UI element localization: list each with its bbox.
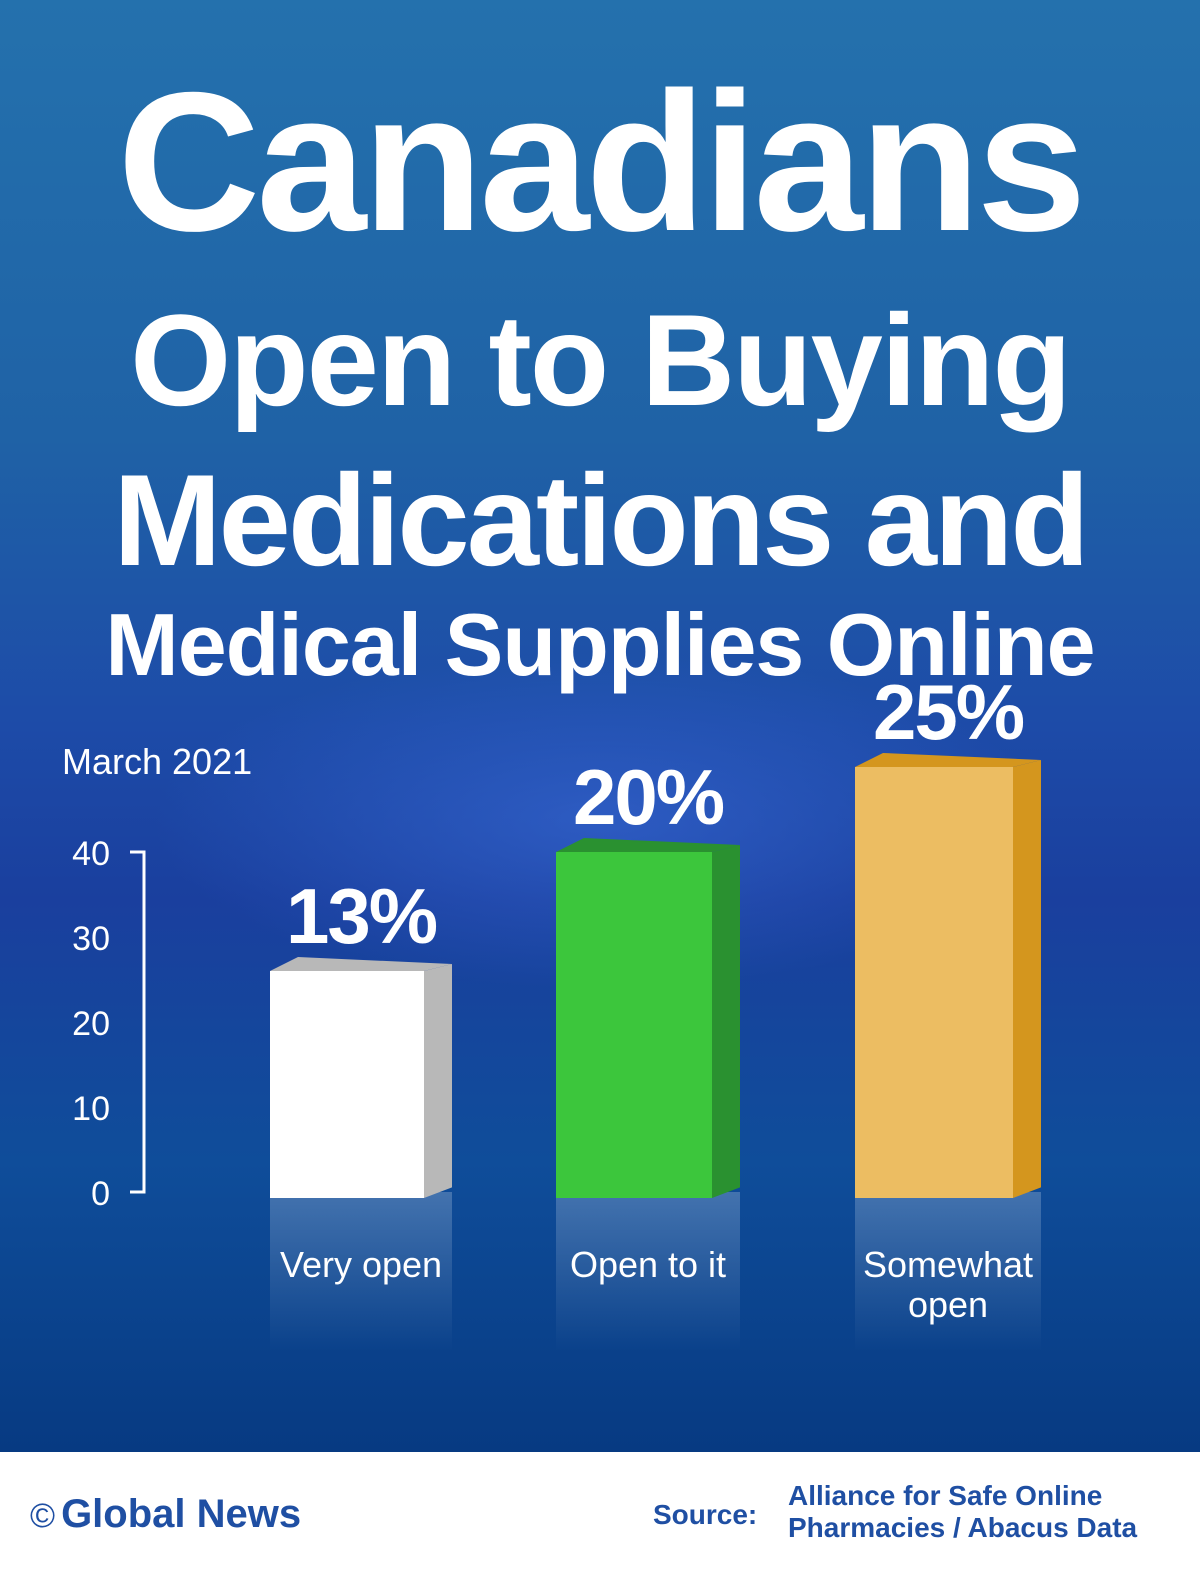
category-label: Open to it (570, 1244, 726, 1285)
bar-side-face (1013, 760, 1041, 1198)
bar-top-face (556, 838, 740, 852)
bar-reflection (556, 1192, 740, 1352)
source-text: Alliance for Safe Online Pharmacies / Ab… (788, 1480, 1137, 1544)
bar-chart: 0 10 20 30 40 13% Very open 20% Open to it 25% Som… (72, 668, 1041, 1352)
copyright-symbol: © (30, 1497, 56, 1535)
bar (855, 767, 1013, 1198)
bar-reflection (855, 1192, 1041, 1352)
bar (270, 971, 424, 1198)
bar-side-face (712, 845, 740, 1198)
category-label: Somewhat (863, 1244, 1033, 1285)
source-label: Source: (653, 1499, 758, 1530)
bar (556, 852, 712, 1198)
category-label: Very open (280, 1244, 442, 1285)
title-line-2: Open to Buying (130, 287, 1072, 433)
y-tick-label: 30 (72, 920, 110, 958)
footer: © Global News Source: Alliance for Safe O… (0, 1452, 1200, 1572)
y-tick-label: 20 (72, 1005, 110, 1043)
title-line-1: Canadians (117, 51, 1086, 272)
category-label: open (908, 1284, 988, 1325)
source-line-2: Pharmacies / Abacus Data (788, 1512, 1138, 1543)
y-tick-label: 0 (91, 1175, 110, 1213)
bar-reflection (270, 1192, 452, 1352)
y-tick-label: 10 (72, 1090, 110, 1128)
y-axis-line (130, 850, 146, 1194)
chart-date-subtitle: March 2021 (62, 741, 253, 782)
brand-name: Global News (61, 1492, 302, 1536)
bar-value-label: 25% (873, 668, 1024, 756)
bar-top-face (270, 957, 452, 971)
bar-value-label: 13% (286, 872, 437, 960)
bar-side-face (424, 964, 452, 1198)
source-line-1: Alliance for Safe Online (788, 1480, 1103, 1511)
y-tick-label: 40 (72, 835, 110, 873)
global-news-logo: © Global News (30, 1492, 301, 1537)
title-line-3: Medications and (113, 447, 1089, 593)
bar-value-label: 20% (573, 753, 724, 841)
infographic-poster: Canadians Open to Buying Medications and… (0, 0, 1200, 1452)
bar-top-face (855, 753, 1041, 767)
title-line-4: Medical Supplies Online (105, 595, 1095, 694)
